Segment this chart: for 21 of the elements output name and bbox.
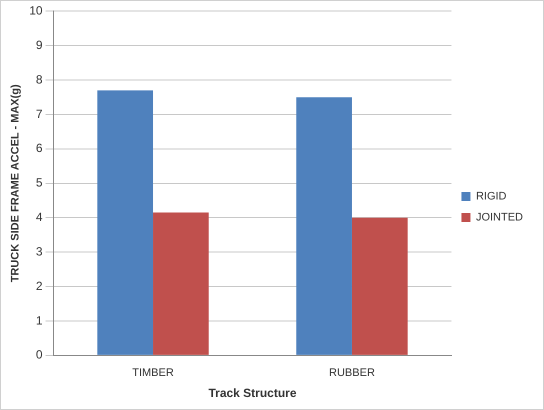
x-tick-label: RUBBER [329, 367, 375, 380]
y-tick-label: 10 [29, 4, 43, 18]
x-tick-label: TIMBER [132, 367, 174, 380]
y-tick-label: 4 [36, 210, 43, 224]
y-tick-label: 0 [36, 348, 43, 362]
y-tick-label: 6 [36, 141, 43, 156]
y-tick-label: 2 [36, 278, 43, 293]
bar [352, 218, 408, 355]
y-tick-label: 7 [36, 106, 43, 121]
bar [97, 90, 154, 355]
y-tick-label: 9 [36, 38, 43, 52]
y-tick-label: 8 [36, 72, 43, 86]
legend-label: RIGID [476, 190, 507, 203]
y-tick-label: 1 [36, 313, 43, 328]
y-axis-title: TRUCK SIDE FRAME ACCEL - MAX(g) [10, 84, 22, 282]
bar [153, 212, 209, 355]
y-tick-label: 3 [36, 244, 43, 258]
bar [296, 97, 352, 355]
legend-label: JOINTED [476, 212, 524, 224]
x-axis-title: Track Structure [208, 386, 297, 400]
y-tick-label: 5 [36, 176, 43, 190]
